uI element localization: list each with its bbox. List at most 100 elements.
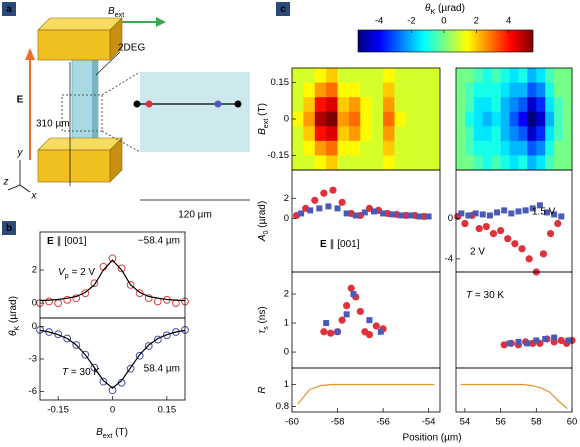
heat-cell bbox=[491, 126, 501, 142]
heat-cell bbox=[491, 97, 501, 113]
colorbar-label-part: θ bbox=[425, 3, 431, 14]
y-tick-label: -0.15 bbox=[267, 150, 289, 161]
heat-cell bbox=[314, 140, 327, 156]
heat-cell bbox=[456, 140, 466, 156]
heat-cell bbox=[554, 126, 564, 142]
point bbox=[416, 213, 423, 220]
point bbox=[524, 340, 531, 347]
heat-cell bbox=[428, 126, 441, 142]
heat-cell bbox=[536, 97, 546, 113]
electrode-bottom bbox=[37, 137, 123, 151]
heat-cell bbox=[527, 68, 537, 83]
point bbox=[343, 311, 350, 318]
point bbox=[389, 211, 396, 218]
heat-cell bbox=[383, 140, 395, 156]
heat-cell bbox=[360, 82, 372, 98]
legend-label: 1.5 V bbox=[532, 207, 556, 218]
point bbox=[323, 320, 330, 327]
heat-cell bbox=[428, 140, 441, 156]
heat-cell bbox=[545, 82, 555, 98]
y-axis-label-part: B bbox=[257, 128, 268, 135]
heat-cell bbox=[371, 82, 384, 98]
point bbox=[329, 186, 337, 194]
point bbox=[525, 255, 533, 263]
heat-cell bbox=[518, 155, 528, 171]
colorbar-tick-label: 4 bbox=[506, 16, 511, 27]
b-arrowhead bbox=[156, 17, 166, 27]
point bbox=[522, 207, 529, 214]
heat-cell bbox=[394, 111, 407, 127]
heat-cell bbox=[326, 82, 338, 98]
heat-cell bbox=[360, 155, 372, 171]
heat-cell bbox=[360, 126, 372, 142]
point bbox=[482, 222, 490, 231]
y-tick-label: -6 bbox=[29, 386, 37, 397]
heat-cell bbox=[326, 155, 338, 171]
annotation: Vp = 2 V bbox=[58, 267, 95, 281]
point bbox=[515, 208, 522, 215]
colorbar-tick-label: 2 bbox=[474, 16, 479, 27]
heat-cell bbox=[348, 155, 361, 171]
point bbox=[497, 226, 505, 235]
point bbox=[472, 210, 479, 217]
field-label: Bext bbox=[108, 6, 124, 20]
point bbox=[117, 264, 126, 273]
annotation-part: T bbox=[62, 367, 69, 378]
panel-label-box bbox=[2, 2, 16, 16]
heat-cell bbox=[456, 155, 466, 171]
annotation-part: = 30 K bbox=[68, 367, 100, 378]
heat-cell bbox=[527, 140, 537, 156]
series-line bbox=[39, 259, 186, 302]
heat-cell bbox=[314, 82, 327, 98]
heat-cell bbox=[348, 111, 361, 127]
annotation: −58.4 µm bbox=[138, 236, 180, 247]
y-axis-label-part: θ bbox=[8, 330, 19, 336]
annotation-part: ∥ [001] bbox=[327, 239, 360, 250]
heat-cell bbox=[554, 82, 564, 98]
field-label-part: B bbox=[108, 6, 115, 17]
point bbox=[546, 230, 555, 238]
annotation-part: = 30 K bbox=[472, 290, 504, 301]
axis-name: z bbox=[3, 177, 9, 188]
point bbox=[298, 210, 305, 217]
point bbox=[361, 209, 368, 216]
heat-cell bbox=[337, 126, 350, 142]
point bbox=[565, 337, 572, 344]
heat-cell bbox=[491, 111, 501, 127]
heat-cell bbox=[545, 97, 555, 113]
x-tick-label: 0 bbox=[110, 405, 115, 416]
point bbox=[542, 335, 549, 342]
annotation-part: E bbox=[320, 239, 327, 250]
heat-cell bbox=[509, 155, 519, 171]
heat-cell bbox=[360, 97, 372, 113]
heat-cell bbox=[394, 82, 407, 98]
heat-cell bbox=[464, 126, 475, 142]
point bbox=[54, 299, 63, 308]
y-axis-label: θK (µrad) bbox=[8, 296, 22, 336]
point bbox=[500, 341, 508, 349]
heat-cell bbox=[326, 126, 338, 142]
point bbox=[334, 205, 341, 212]
heat-cell bbox=[554, 68, 564, 83]
point bbox=[554, 219, 562, 228]
heat-cell bbox=[360, 111, 372, 127]
plot-frame bbox=[291, 271, 441, 369]
point bbox=[458, 210, 465, 217]
heat-cell bbox=[518, 97, 528, 113]
point bbox=[338, 198, 346, 206]
point bbox=[307, 207, 314, 214]
heat-cell bbox=[473, 97, 484, 113]
point bbox=[311, 196, 319, 204]
heat-cell bbox=[500, 155, 510, 171]
heat-cell bbox=[473, 111, 484, 127]
y-axis-label: R bbox=[257, 386, 268, 393]
point bbox=[343, 302, 351, 310]
efield-label: E bbox=[17, 95, 24, 106]
y-tick-label: 0 bbox=[448, 213, 453, 224]
colorbar-tick-label: -4 bbox=[375, 16, 383, 27]
heat-cell bbox=[371, 111, 384, 127]
x-axis-label-part: (T) bbox=[112, 427, 128, 438]
heat-cell bbox=[563, 111, 573, 127]
x-axis-label-part: ext bbox=[103, 431, 113, 440]
